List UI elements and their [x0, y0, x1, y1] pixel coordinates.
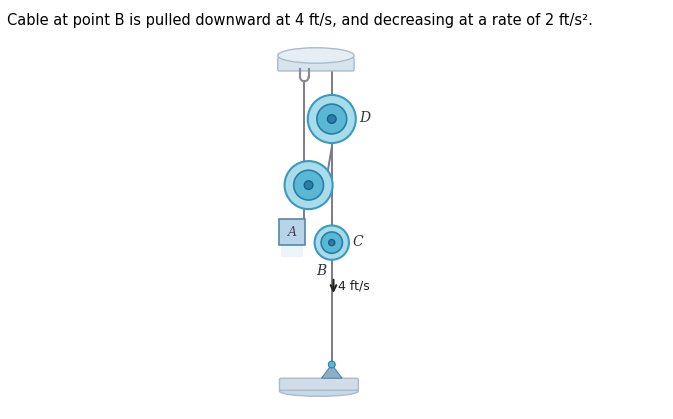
Ellipse shape — [279, 386, 359, 396]
FancyBboxPatch shape — [278, 57, 354, 71]
Circle shape — [304, 181, 313, 189]
FancyBboxPatch shape — [279, 378, 359, 390]
Circle shape — [328, 115, 336, 123]
Text: D: D — [359, 111, 370, 125]
Circle shape — [328, 240, 335, 246]
Text: Cable at point B is pulled downward at 4 ft/s, and decreasing at a rate of 2 ft/: Cable at point B is pulled downward at 4… — [7, 13, 593, 28]
Circle shape — [308, 95, 356, 143]
Text: A: A — [288, 226, 297, 239]
Circle shape — [321, 232, 343, 253]
Circle shape — [317, 104, 347, 134]
Circle shape — [285, 161, 332, 209]
Polygon shape — [322, 365, 342, 378]
Ellipse shape — [278, 48, 354, 63]
Circle shape — [293, 170, 324, 200]
Text: B: B — [316, 264, 326, 278]
Circle shape — [328, 361, 335, 368]
FancyBboxPatch shape — [281, 245, 304, 257]
Text: C: C — [353, 235, 363, 249]
FancyBboxPatch shape — [279, 220, 305, 245]
Text: 4 ft/s: 4 ft/s — [338, 280, 369, 293]
Circle shape — [314, 225, 349, 260]
